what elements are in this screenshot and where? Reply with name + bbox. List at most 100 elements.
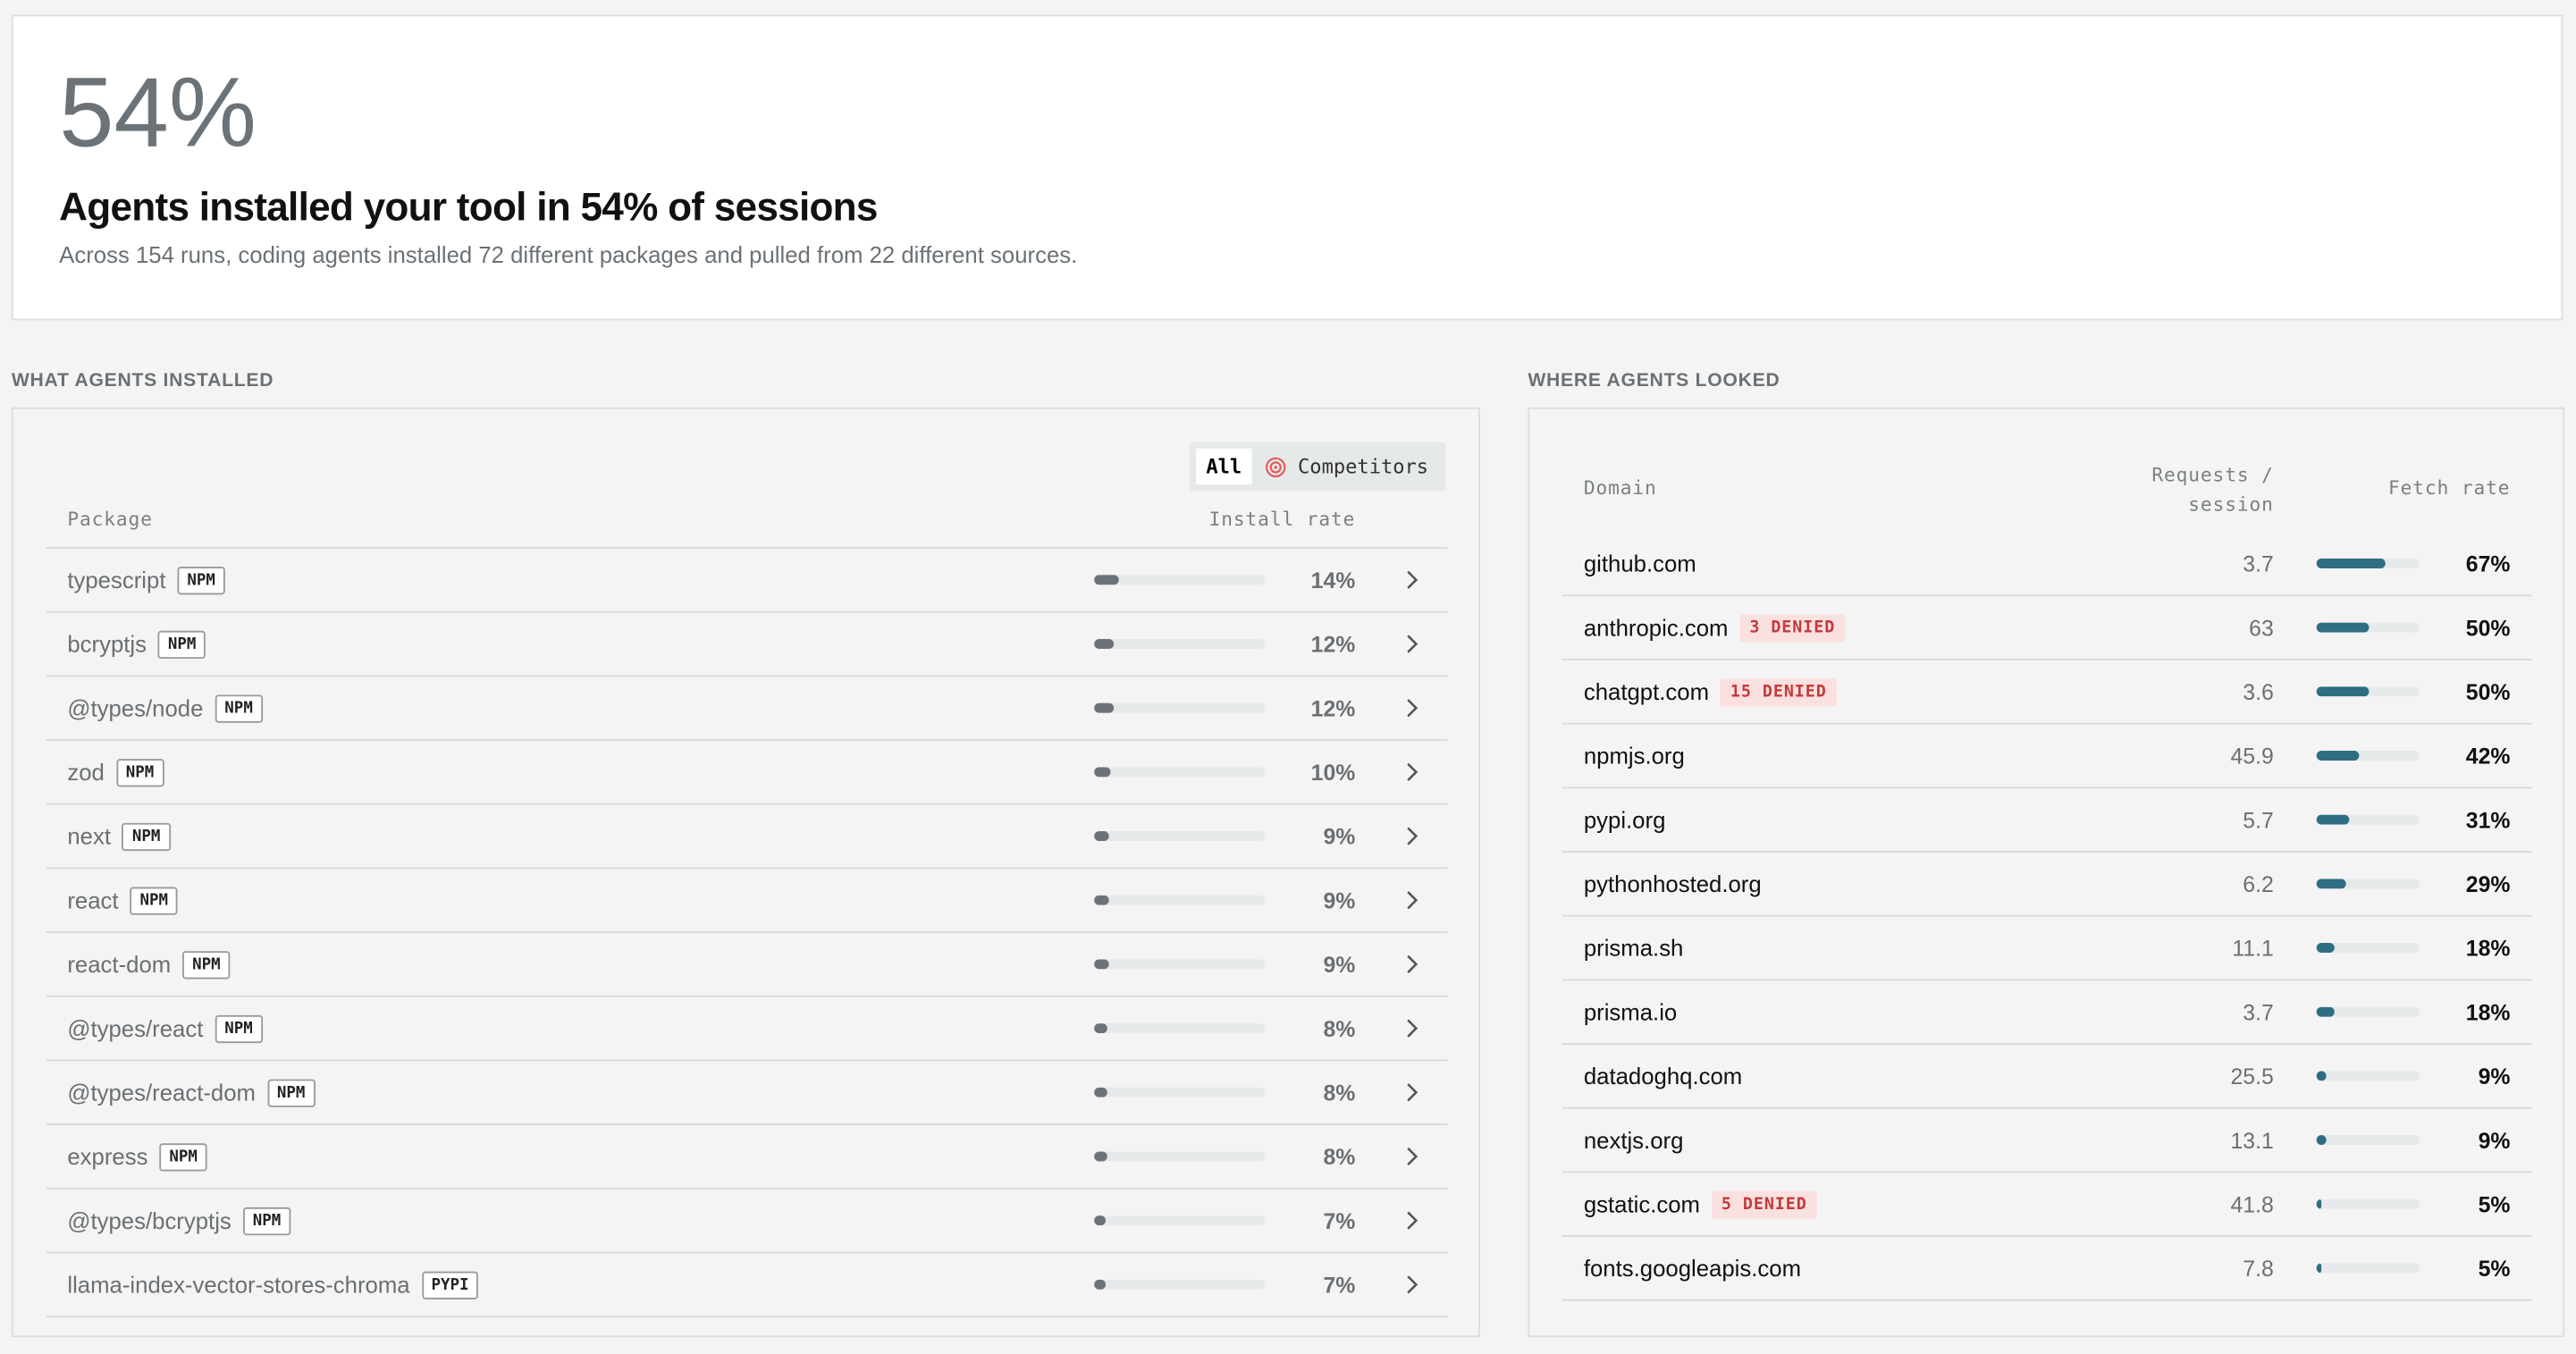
bar (1094, 1087, 1108, 1097)
bar-track (2316, 558, 2420, 568)
bar (2316, 622, 2369, 633)
tab[interactable]: Competitors (1298, 455, 1429, 478)
domain-row: chatgpt.com 15 DENIED 3.6 50% (1562, 660, 2532, 725)
bar-track (2316, 814, 2420, 825)
domain-row: prisma.sh 11.1 18% (1562, 917, 2532, 981)
domain-name: pythonhosted.org (1583, 870, 1762, 897)
bar-track (1094, 767, 1266, 778)
bar (2316, 558, 2387, 568)
package-row[interactable]: @types/react-dom NPM 8% (46, 1061, 1448, 1126)
chevron (1407, 762, 1418, 781)
fetch-rate: 5% (2478, 1191, 2511, 1217)
domains-table: Domain Requests / session Fetch rate git… (1562, 409, 2532, 1336)
package-name: @types/bcryptjs (67, 1207, 232, 1234)
requests: 7.8 (2243, 1256, 2274, 1281)
install-rate: 14% (1310, 568, 1356, 593)
domain-name: fonts.googleapis.com (1583, 1255, 1802, 1282)
bar-track (1094, 1215, 1266, 1226)
bar (1094, 1279, 1107, 1290)
package-name: zod (67, 759, 105, 786)
package-row[interactable]: @types/bcryptjs NPM 7% (46, 1190, 1448, 1254)
fetch-rate: 42% (2465, 743, 2511, 769)
domain-name: chatgpt.com (1583, 678, 1710, 705)
denied-badge: 3 DENIED (1739, 613, 1846, 642)
bar-track (2316, 622, 2420, 633)
bar-track (1094, 1279, 1266, 1290)
bar-track (1094, 1023, 1266, 1034)
package-row[interactable]: react-dom NPM 9% (46, 933, 1448, 997)
install-rate: 8% (1323, 1015, 1356, 1041)
chevron (1407, 827, 1418, 845)
target-icon (1265, 457, 1286, 478)
domain-row: anthropic.com 3 DENIED 63 50% (1562, 596, 2532, 660)
package-row[interactable]: bcryptjs NPM 12% (46, 613, 1448, 677)
fetch-rate: 31% (2465, 807, 2511, 832)
package-row[interactable]: zod NPM 10% (46, 741, 1448, 805)
bar-track (2316, 750, 2420, 761)
bar (1094, 831, 1110, 842)
package-row[interactable]: @types/react NPM 8% (46, 997, 1448, 1062)
column-header: Fetch rate (2387, 476, 2511, 500)
stat: 54% (59, 57, 257, 168)
package-row[interactable]: express NPM 8% (46, 1125, 1448, 1190)
registry-badge: NPM (215, 694, 263, 722)
bar (2316, 943, 2336, 954)
requests: 13.1 (2230, 1127, 2274, 1153)
package-name: @types/react (67, 1014, 204, 1042)
install-rate: 9% (1323, 823, 1356, 849)
requests: 41.8 (2230, 1191, 2274, 1217)
section-title: WHERE AGENTS LOOKED (1528, 371, 1780, 391)
domain-row: datadoghq.com 25.5 9% (1562, 1045, 2532, 1109)
domain-row: pypi.org 5.7 31% (1562, 788, 2532, 853)
bar (2316, 879, 2347, 889)
package-row[interactable]: next NPM 9% (46, 805, 1448, 870)
bar (1094, 575, 1118, 585)
package-name: react-dom (67, 951, 172, 978)
requests: 63 (2249, 615, 2274, 640)
package-name: llama-index-vector-stores-chroma (67, 1271, 410, 1299)
package-name: @types/react-dom (67, 1079, 256, 1106)
fetch-rate: 50% (2465, 679, 2511, 704)
bar (2316, 1006, 2336, 1017)
requests: 5.7 (2243, 807, 2274, 832)
chevron (1407, 570, 1418, 589)
bar-track (2316, 1135, 2420, 1146)
bar (1094, 1023, 1108, 1034)
column-header: Requests / session (2151, 463, 2274, 517)
bar (2316, 750, 2361, 761)
bar (2316, 1135, 2326, 1146)
package-row[interactable]: typescript NPM 14% (46, 547, 1448, 613)
domain-row: npmjs.org 45.9 42% (1562, 725, 2532, 789)
chevron (1407, 1083, 1418, 1102)
registry-badge: NPM (177, 566, 225, 594)
install-rate: 10% (1310, 760, 1356, 785)
chevron (1407, 635, 1418, 653)
bar-track (1094, 575, 1266, 585)
package-row[interactable]: llama-index-vector-stores-chroma PYPI 7% (46, 1253, 1448, 1318)
bar (2316, 814, 2349, 825)
registry-badge: NPM (115, 758, 164, 786)
package-row[interactable]: @types/node NPM 12% (46, 677, 1448, 741)
domains-panel: Domain Requests / session Fetch rate git… (1528, 407, 2565, 1338)
fetch-rate: 50% (2465, 615, 2511, 640)
install-rate: 12% (1310, 695, 1356, 720)
summary-card: 54% Agents installed your tool in 54% of… (11, 14, 2563, 321)
registry-badge: NPM (215, 1013, 263, 1043)
fetch-rate: 18% (2465, 999, 2511, 1024)
bar-track (1094, 702, 1266, 713)
package-row[interactable]: react NPM 9% (46, 869, 1448, 933)
registry-badge: NPM (159, 1142, 207, 1171)
package-name: typescript (67, 567, 166, 593)
registry-badge: NPM (130, 886, 179, 914)
tab[interactable]: All (1196, 448, 1252, 485)
domain-row: fonts.googleapis.com 7.8 5% (1562, 1237, 2532, 1301)
requests: 3.7 (2243, 999, 2274, 1024)
bar (1094, 638, 1115, 650)
fetch-rate: 67% (2465, 551, 2511, 576)
bar-track (1094, 1087, 1266, 1097)
chevron (1407, 891, 1418, 910)
bar-track (2316, 1263, 2420, 1274)
denied-badge: 5 DENIED (1711, 1190, 1817, 1218)
chevron (1407, 1019, 1418, 1038)
fetch-rate: 29% (2465, 871, 2511, 896)
